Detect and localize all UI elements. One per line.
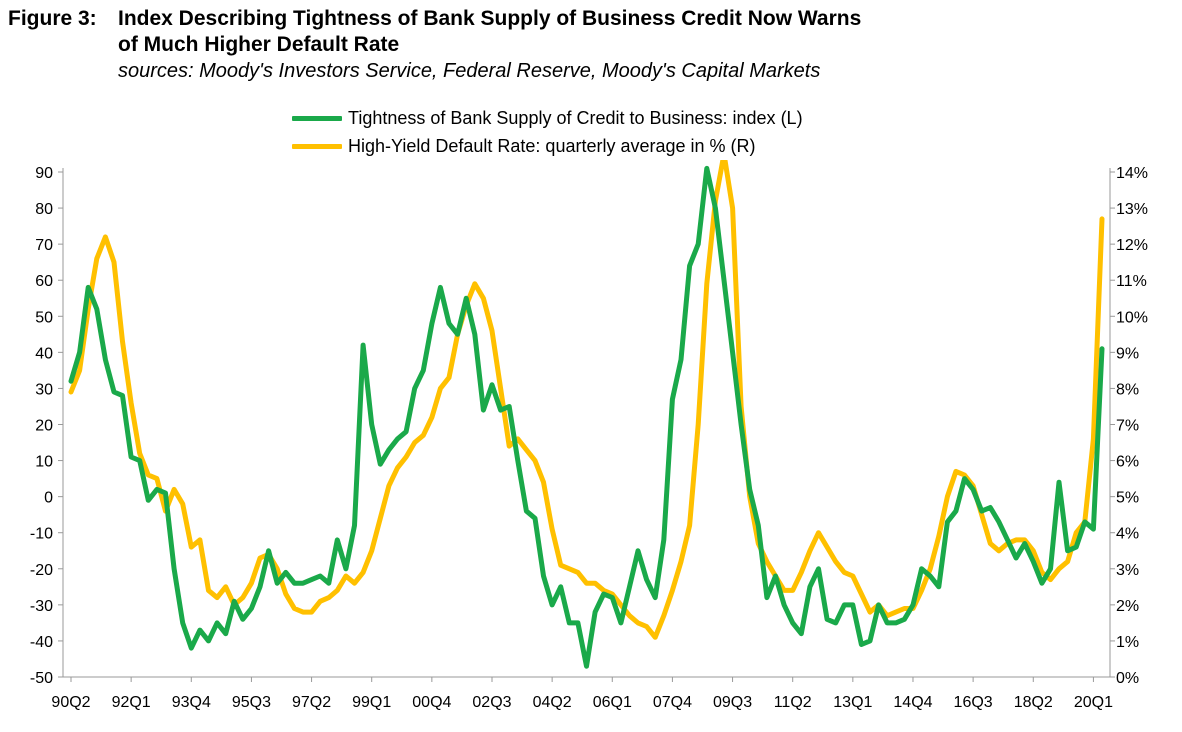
left-tick-label: 50 <box>35 309 53 326</box>
x-tick-label: 97Q2 <box>292 694 331 711</box>
x-tick-label: 13Q1 <box>833 694 872 711</box>
figure-label: Figure 3: <box>8 7 97 30</box>
left-tick-label: 40 <box>35 345 53 362</box>
x-tick-label: 95Q3 <box>232 694 271 711</box>
x-tick-label: 09Q3 <box>713 694 752 711</box>
x-tick-label: 11Q2 <box>774 694 812 711</box>
x-tick-label: 92Q1 <box>112 694 151 711</box>
left-tick-label: -30 <box>30 598 53 615</box>
right-tick-label: 2% <box>1116 598 1139 615</box>
x-tick-label: 06Q1 <box>593 694 632 711</box>
series-line-default-rate <box>68 160 1105 640</box>
right-tick-label: 0% <box>1116 670 1139 687</box>
chart-title-line-2: of Much Higher Default Rate <box>8 32 861 58</box>
right-tick-label: 1% <box>1116 634 1139 651</box>
right-tick-label: 5% <box>1116 490 1139 507</box>
chart-title-continued: of Much Higher Default Rate <box>118 33 400 56</box>
x-tick-label: 99Q1 <box>352 694 391 711</box>
chart-title-block: Figure 3: Index Describing Tightness of … <box>8 6 861 84</box>
right-tick-label: 9% <box>1116 345 1139 362</box>
right-tick-label: 4% <box>1116 526 1139 543</box>
x-tick-label: 20Q1 <box>1074 694 1113 711</box>
chart-plot: 90 80 70 60 50 40 30 20 10 0 -10 -20 -30 -40 -50 14% 13%… <box>30 160 1148 711</box>
left-tick-label: 80 <box>35 201 53 218</box>
x-tick-label: 00Q4 <box>412 694 451 711</box>
chart-sources: sources: Moody's Investors Service, Fede… <box>118 60 821 82</box>
right-tick-label: 6% <box>1116 454 1139 471</box>
x-tick-label: 93Q4 <box>172 694 211 711</box>
right-tick-label: 8% <box>1116 381 1139 398</box>
legend-item-index: Tightness of Bank Supply of Credit to Bu… <box>292 104 803 132</box>
right-tick-label: 7% <box>1116 418 1139 435</box>
x-tick-label: 90Q2 <box>51 694 90 711</box>
right-tick-label: 14% <box>1116 165 1148 182</box>
x-tick-label: 14Q4 <box>893 694 932 711</box>
left-tick-label: 60 <box>35 273 53 290</box>
left-tick-label: 0 <box>44 490 53 507</box>
chart-ticks: 90 80 70 60 50 40 30 20 10 0 -10 -20 -30 -40 -50 14% 13%… <box>30 165 1148 711</box>
chart-title: Index Describing Tightness of Bank Suppl… <box>118 7 862 30</box>
left-tick-label: -20 <box>30 562 53 579</box>
left-tick-label: 30 <box>35 381 53 398</box>
legend-label-index: Tightness of Bank Supply of Credit to Bu… <box>348 107 803 128</box>
left-tick-label: -40 <box>30 634 53 651</box>
left-tick-label: 90 <box>35 165 53 182</box>
x-tick-label: 07Q4 <box>653 694 692 711</box>
right-tick-label: 10% <box>1116 309 1148 326</box>
right-tick-label: 12% <box>1116 237 1148 254</box>
chart-legend: Tightness of Bank Supply of Credit to Bu… <box>292 104 803 160</box>
legend-item-default-rate: High-Yield Default Rate: quarterly avera… <box>292 132 803 160</box>
legend-swatch-index <box>292 115 342 121</box>
left-tick-label: -10 <box>30 526 53 543</box>
left-tick-label: 20 <box>35 418 53 435</box>
left-tick-label: 70 <box>35 237 53 254</box>
series-line-index <box>68 165 1105 669</box>
chart-title-line-1: Figure 3: Index Describing Tightness of … <box>8 6 861 32</box>
right-tick-label: 3% <box>1116 562 1139 579</box>
right-tick-label: 11% <box>1116 273 1147 290</box>
x-tick-label: 04Q2 <box>533 694 572 711</box>
x-tick-label: 02Q3 <box>472 694 511 711</box>
chart-series <box>68 160 1105 669</box>
legend-swatch-default-rate <box>292 143 342 149</box>
left-tick-label: 10 <box>35 454 53 471</box>
legend-label-default-rate: High-Yield Default Rate: quarterly avera… <box>348 135 756 156</box>
x-tick-label: 16Q3 <box>954 694 993 711</box>
right-tick-label: 13% <box>1116 201 1148 218</box>
left-tick-label: -50 <box>30 670 53 687</box>
x-tick-label: 18Q2 <box>1014 694 1053 711</box>
chart-axes <box>58 168 1115 682</box>
